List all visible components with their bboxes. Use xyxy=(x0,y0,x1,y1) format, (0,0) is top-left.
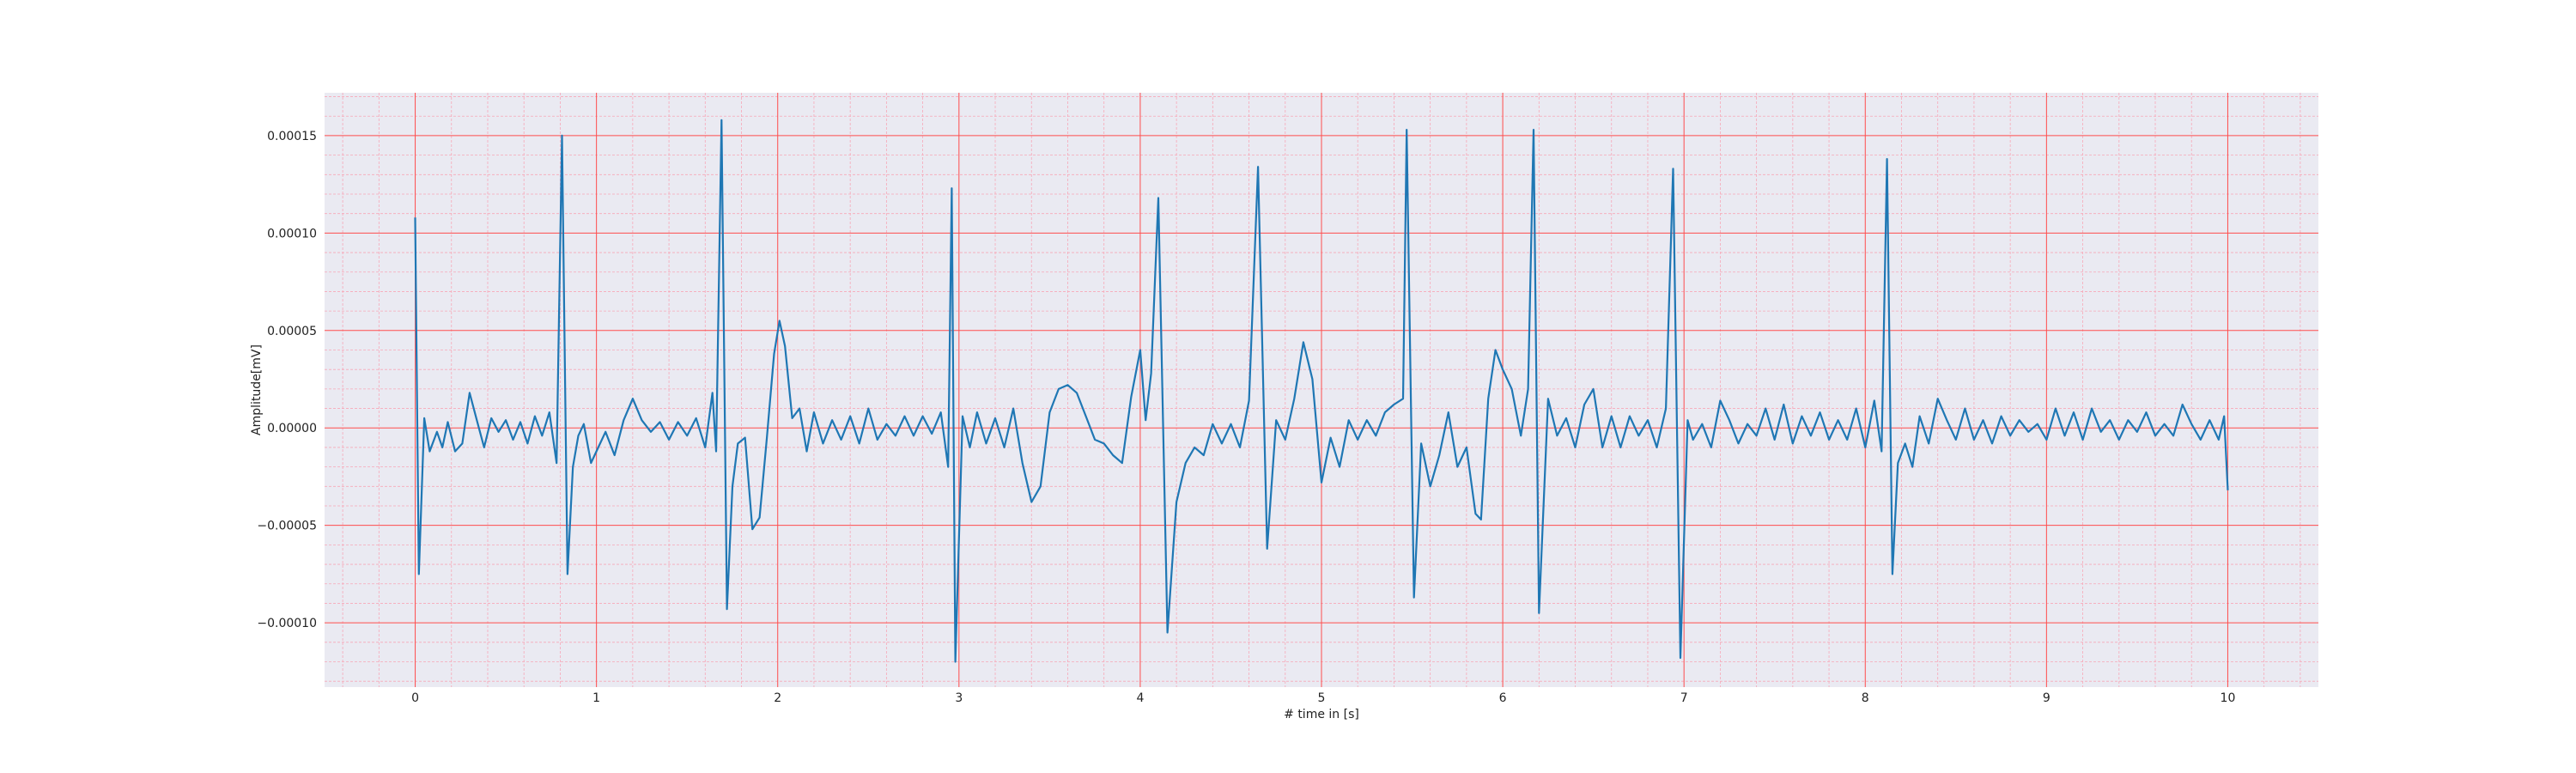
x-tick-label: 5 xyxy=(1318,691,1326,705)
x-tick-label: 10 xyxy=(2221,691,2236,705)
y-tick-label: 0.00010 xyxy=(267,227,317,240)
x-tick-label: 3 xyxy=(955,691,963,705)
x-tick-label: 7 xyxy=(1680,691,1688,705)
x-tick-label: 9 xyxy=(2043,691,2050,705)
y-tick-label: 0.00015 xyxy=(267,130,317,143)
y-tick-label: 0.00005 xyxy=(267,325,317,338)
x-tick-label: 8 xyxy=(1862,691,1869,705)
x-tick-label: 4 xyxy=(1136,691,1144,705)
y-tick-label: −0.00005 xyxy=(257,520,317,533)
x-tick-label: 1 xyxy=(592,691,600,705)
y-axis-label: Amplitude[mV] xyxy=(250,344,264,435)
x-tick-label: 6 xyxy=(1499,691,1507,705)
y-tick-labels: −0.00010 −0.00005 0.00000 0.00005 0.00010 0.0… xyxy=(257,130,317,630)
x-tick-label: 2 xyxy=(774,691,781,705)
x-axis-label: # time in [s] xyxy=(1284,708,1359,721)
x-tick-label: 0 xyxy=(411,691,419,705)
y-tick-label: −0.00010 xyxy=(257,617,317,630)
y-tick-label: 0.00000 xyxy=(267,422,317,435)
x-tick-labels: 0 1 2 3 4 5 6 7 8 9 10 xyxy=(411,691,2235,705)
